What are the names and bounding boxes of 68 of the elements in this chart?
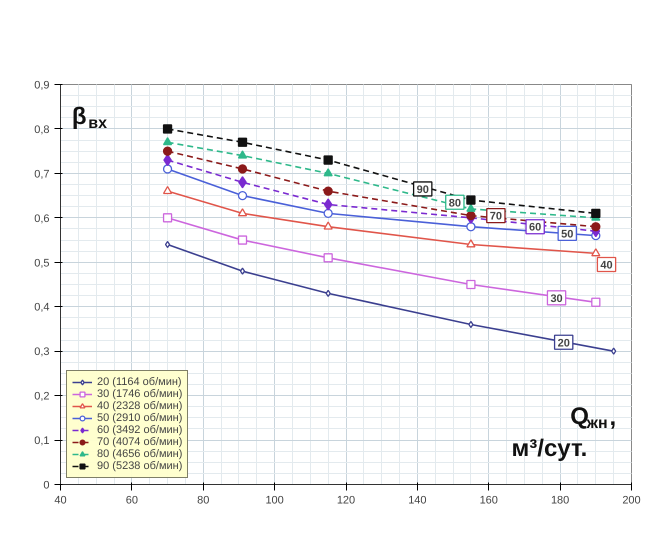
annotation: 30 xyxy=(550,292,563,305)
legend-label: 50 (2910 об/мин) xyxy=(97,412,182,424)
legend-label: 60 (3492 об/мин) xyxy=(97,424,182,436)
legend-label: 90 (5238 об/мин) xyxy=(97,460,182,472)
y-tick-label: 0 xyxy=(43,480,50,492)
point xyxy=(324,168,333,176)
y-tick-label: 0,1 xyxy=(34,435,50,448)
point xyxy=(466,204,476,212)
y-tick-label: 0,7 xyxy=(34,168,50,180)
point xyxy=(466,280,476,290)
y-tick-label: 0,8 xyxy=(34,124,50,136)
annotation: 90 xyxy=(416,184,429,196)
y-tick-label: 0,5 xyxy=(34,257,50,270)
annotation: 50 xyxy=(561,228,574,240)
legend-label: 80 (4656 об/мин) xyxy=(97,448,182,460)
x-tick-label: 180 xyxy=(550,494,570,506)
point xyxy=(468,320,474,328)
point xyxy=(324,155,333,165)
point xyxy=(324,186,333,196)
y-tick-label: 0,9 xyxy=(34,80,50,92)
point xyxy=(240,268,246,275)
annotation: 80 xyxy=(448,197,461,210)
x-tick-label: 140 xyxy=(408,494,427,506)
point xyxy=(466,195,476,205)
x-tick-label: 80 xyxy=(197,494,210,506)
point xyxy=(238,138,248,147)
point xyxy=(466,239,476,248)
y-tick-label: 0,2 xyxy=(34,390,50,403)
point xyxy=(324,253,333,262)
point xyxy=(324,221,333,230)
legend-label: 70 (4074 об/мин) xyxy=(97,436,182,448)
point xyxy=(591,222,600,232)
annotation: 70 xyxy=(490,210,502,223)
point xyxy=(162,124,172,134)
x-tick-label: 200 xyxy=(622,494,641,506)
point xyxy=(238,150,248,159)
x-tick-label: 60 xyxy=(126,494,138,506)
legend-label: 20 (1164 об/мин) xyxy=(97,376,182,388)
point xyxy=(238,164,248,174)
point xyxy=(324,208,333,218)
point xyxy=(162,186,172,194)
point xyxy=(591,208,600,218)
point xyxy=(238,176,247,188)
y-tick-label: 0,4 xyxy=(34,302,50,314)
x-tick-label: 100 xyxy=(265,494,284,506)
x-tick-label: 40 xyxy=(54,494,67,506)
point xyxy=(466,222,476,232)
point xyxy=(238,235,248,245)
point xyxy=(164,240,170,248)
annotation: 40 xyxy=(600,260,613,272)
point xyxy=(591,248,600,256)
point xyxy=(238,190,248,200)
annotation: 60 xyxy=(529,222,542,234)
point xyxy=(591,298,600,307)
x-tick-label: 120 xyxy=(336,494,356,506)
annotation: 20 xyxy=(558,337,570,350)
point xyxy=(238,208,248,216)
point xyxy=(162,137,172,146)
x-tick-label: 160 xyxy=(480,494,498,506)
point xyxy=(162,213,172,222)
point xyxy=(162,146,172,156)
y-tick-label: 0,3 xyxy=(34,346,50,358)
point xyxy=(611,348,616,355)
y-tick-label: 0,6 xyxy=(34,212,50,225)
point xyxy=(162,164,172,174)
legend-label: 40 (2328 об/мин) xyxy=(97,400,182,412)
point xyxy=(466,210,476,220)
legend-label: 30 (1746 об/мин) xyxy=(97,388,182,400)
